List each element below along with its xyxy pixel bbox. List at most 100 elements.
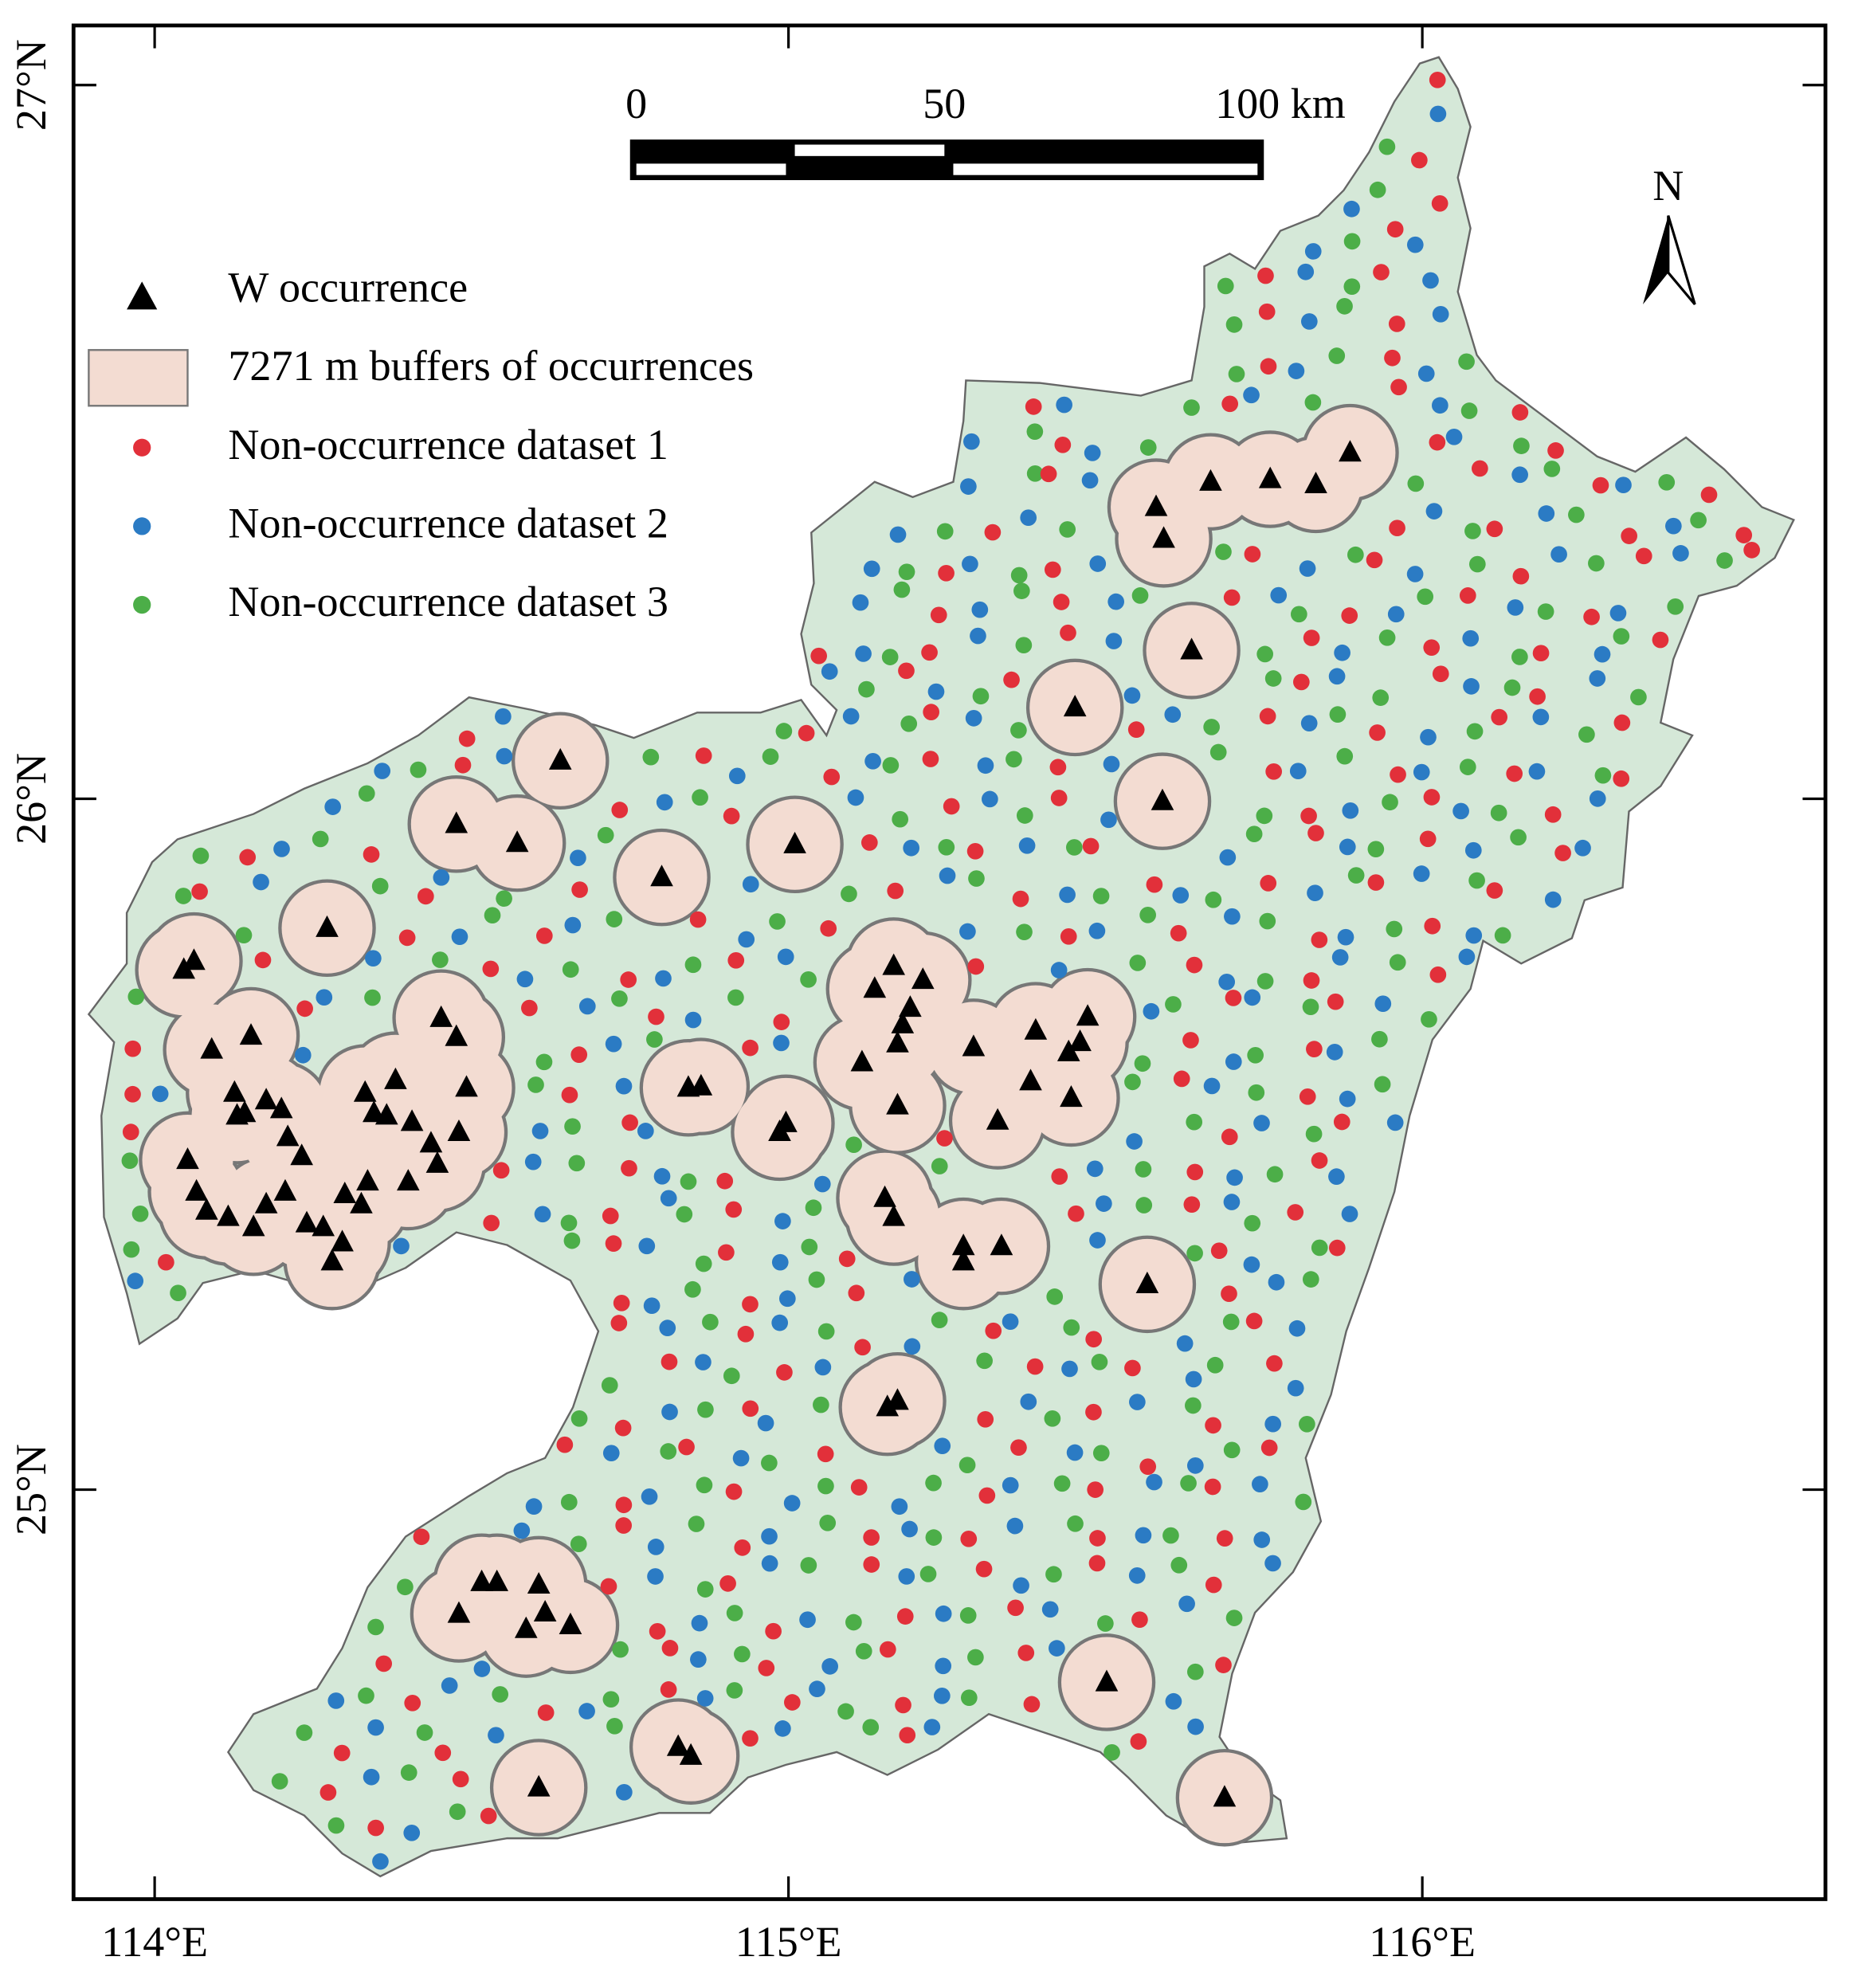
non-occurrence-point (1407, 475, 1425, 492)
non-occurrence-point (898, 662, 915, 680)
occurrence (1152, 526, 1175, 548)
non-occurrence-point (1463, 678, 1480, 695)
non-occurrence-point (433, 869, 450, 886)
non-occurrence-point (451, 928, 468, 946)
non-occurrence-point (358, 1687, 374, 1704)
non-occurrence-point (1594, 767, 1612, 784)
non-occurrence-point (488, 1727, 504, 1744)
occurrence (527, 1774, 551, 1797)
non-occurrence-point (847, 789, 864, 806)
non-occurrence-point (1183, 1196, 1201, 1214)
non-occurrence-point (648, 1008, 664, 1025)
non-occurrence-point (1458, 948, 1476, 966)
non-occurrence-point (732, 1449, 750, 1467)
non-occurrence-point (404, 1694, 421, 1712)
non-occurrence-point (1228, 366, 1245, 382)
non-occurrence-point (931, 1312, 948, 1328)
occurrence (1019, 1069, 1042, 1091)
non-occurrence-point (1139, 1458, 1157, 1476)
non-occurrence-point (899, 1727, 916, 1744)
non-occurrence-point (1253, 1531, 1271, 1548)
non-occurrence-point (697, 1401, 714, 1418)
non-occurrence-point (1743, 542, 1760, 559)
buffer-outline (1025, 658, 1124, 757)
non-occurrence-point (977, 1410, 994, 1428)
non-occurrence-point (1180, 1475, 1197, 1492)
non-occurrence-point (810, 647, 828, 665)
buffer-outline (489, 1739, 588, 1837)
non-occurrence-point (960, 1530, 978, 1547)
non-occurrence-point (1328, 1168, 1345, 1185)
non-occurrence-point (904, 1338, 921, 1355)
non-occurrence-point (1532, 708, 1550, 726)
non-occurrence-point (638, 1237, 656, 1255)
non-occurrence-point (364, 989, 381, 1006)
non-occurrence-point (1513, 437, 1530, 454)
non-occurrence-point (773, 1014, 790, 1030)
non-occurrence-point (1468, 872, 1485, 889)
frame (71, 23, 1828, 1901)
non-occurrence-point (1206, 1356, 1224, 1374)
non-occurrence-point (568, 1155, 586, 1172)
occurrence (1068, 1029, 1092, 1052)
non-occurrence-point (1369, 724, 1386, 741)
non-occurrence-point (531, 1123, 549, 1139)
lon-label: 116°E (1369, 1918, 1476, 1966)
non-occurrence-point (482, 960, 500, 978)
non-occurrence-point (930, 606, 947, 624)
non-occurrence-point (600, 1578, 617, 1595)
non-occurrence-point (1337, 928, 1354, 946)
non-occurrence-point (560, 1214, 578, 1232)
occurrence (891, 1011, 915, 1033)
non-occurrence-point (1592, 476, 1609, 494)
non-occurrence-point (1010, 1439, 1027, 1457)
non-occurrence-point (1050, 790, 1068, 806)
non-occurrence-point (1056, 396, 1072, 414)
non-occurrence-point (1343, 200, 1360, 218)
non-occurrence-point (1264, 1555, 1281, 1572)
occurrence (886, 1092, 909, 1115)
occurrence (899, 995, 922, 1018)
non-occurrence-point (1165, 1692, 1182, 1710)
non-occurrence-point (1087, 1481, 1104, 1498)
non-occurrence-point (960, 1689, 978, 1707)
occurrence (470, 1569, 493, 1591)
non-occurrence-point (1304, 243, 1322, 260)
non-occurrence-point (1458, 353, 1475, 371)
non-occurrence-point (1247, 1046, 1264, 1064)
non-occurrence-point (863, 1556, 880, 1573)
non-occurrence-point (814, 1359, 832, 1376)
non-occurrence-point (121, 1152, 139, 1170)
non-occurrence-point (1302, 1271, 1319, 1288)
non-occurrence-point (718, 1244, 735, 1261)
non-occurrence-point (1224, 908, 1241, 925)
non-occurrence-point (771, 1314, 789, 1331)
non-occurrence-point (837, 1703, 854, 1720)
non-occurrence-point (1366, 551, 1383, 569)
occurrence (396, 1169, 420, 1191)
non-occurrence-point (1413, 865, 1430, 882)
non-occurrence-point (484, 907, 501, 924)
non-occurrence-point (1305, 1125, 1323, 1143)
non-occurrence-point (660, 1443, 677, 1460)
non-occurrence-point (1054, 436, 1072, 453)
occurrence (254, 1088, 278, 1110)
non-occurrence-point (808, 1271, 825, 1288)
occurrence-layer (172, 440, 1362, 1807)
occurrence (882, 953, 905, 975)
non-occurrence-point (661, 1640, 679, 1657)
non-occurrence-point (434, 1744, 452, 1762)
non-occurrence-point (1186, 1663, 1204, 1680)
non-occurrence-point (1215, 543, 1232, 560)
non-occurrence-point (1084, 445, 1101, 461)
non-occurrence-point (483, 1214, 500, 1232)
non-occurrence-point (1260, 358, 1277, 375)
non-occurrence-point (319, 1784, 337, 1801)
non-occurrence-point (1107, 593, 1125, 610)
non-occurrence-point (1210, 1242, 1228, 1260)
non-occurrence-point (1186, 1457, 1204, 1474)
non-occurrence-point (1002, 1476, 1019, 1494)
non-occurrence-point (723, 807, 740, 825)
non-occurrence-point (1164, 706, 1182, 723)
non-occurrence-point (1334, 644, 1350, 661)
